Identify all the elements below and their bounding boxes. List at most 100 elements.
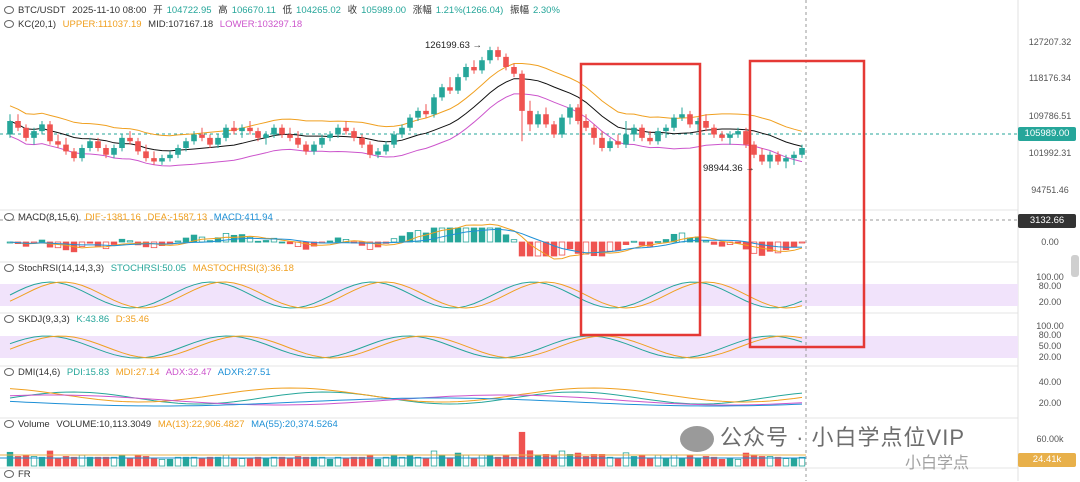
candle-body bbox=[535, 114, 541, 125]
crosshair-value-tag: 3132.66 bbox=[1018, 214, 1076, 228]
candle-body bbox=[423, 110, 429, 115]
eye-icon[interactable] bbox=[4, 420, 14, 428]
volume-bar bbox=[286, 458, 294, 467]
fr-label: FR bbox=[18, 469, 31, 480]
macd-bar bbox=[150, 241, 158, 249]
scroll-handle[interactable] bbox=[1071, 255, 1079, 277]
candle-body bbox=[199, 134, 205, 138]
price-header: BTC/USDT 2025-11-10 08:00 开 104722.95 高 10… bbox=[0, 4, 564, 18]
macd-bar bbox=[358, 241, 366, 246]
volume-bar bbox=[446, 457, 454, 467]
macd-bar bbox=[478, 227, 486, 243]
kc-lower: LOWER:103297.18 bbox=[219, 19, 303, 30]
volume-bar bbox=[126, 458, 134, 467]
low-annotation: 98944.36 → bbox=[703, 163, 755, 174]
eye-icon[interactable] bbox=[4, 20, 14, 28]
macd-bar bbox=[486, 227, 494, 243]
macd-bar bbox=[254, 240, 262, 243]
candle-body bbox=[15, 121, 21, 128]
macd-bar bbox=[734, 241, 742, 244]
dmi-name: DMI(14,6) bbox=[18, 367, 61, 378]
candle-body bbox=[663, 127, 669, 132]
volume-name: Volume bbox=[18, 419, 50, 430]
volume-bar bbox=[542, 454, 550, 467]
candle-body bbox=[583, 121, 589, 128]
eye-icon[interactable] bbox=[4, 264, 14, 272]
candle-body bbox=[415, 110, 421, 118]
volume-bar bbox=[494, 456, 502, 467]
candle-body bbox=[351, 131, 357, 138]
candle-body bbox=[39, 124, 45, 132]
volume-bar bbox=[110, 456, 118, 467]
macd-dea-line bbox=[9, 228, 803, 254]
volume-bar bbox=[270, 456, 278, 467]
macd-bar bbox=[78, 241, 86, 247]
macd-bar bbox=[614, 241, 622, 251]
candle-body bbox=[175, 148, 181, 155]
dmi-adxr-line bbox=[9, 397, 803, 407]
candle-body bbox=[487, 50, 493, 61]
candle-body bbox=[135, 141, 141, 152]
candle-body bbox=[327, 134, 333, 138]
candle-body bbox=[495, 50, 501, 57]
macd-bar bbox=[510, 239, 518, 243]
volume-bar bbox=[422, 458, 430, 467]
candle-body bbox=[399, 127, 405, 135]
volume-bar bbox=[654, 454, 662, 467]
macd-bar bbox=[782, 241, 790, 251]
candle-body bbox=[511, 67, 517, 74]
eye-icon[interactable] bbox=[4, 315, 14, 323]
dmi-adxr: ADXR:27.51 bbox=[217, 367, 271, 378]
macd-bar bbox=[430, 227, 438, 243]
volume-bar bbox=[278, 456, 286, 467]
macd-dif: DIF:-1381.16 bbox=[85, 212, 141, 223]
skdj-name: SKDJ(9,3,3) bbox=[18, 314, 70, 325]
candle-body bbox=[55, 141, 61, 145]
candle-body bbox=[751, 144, 757, 155]
skdj-tick: 20.00 bbox=[1038, 352, 1062, 362]
eye-icon[interactable] bbox=[4, 470, 14, 478]
macd-bar bbox=[278, 241, 286, 244]
macd-bar bbox=[110, 241, 118, 245]
candle-body bbox=[383, 144, 389, 152]
macd-bar bbox=[526, 241, 534, 257]
eye-icon[interactable] bbox=[4, 213, 14, 221]
volume-tick: 60.00k bbox=[1036, 434, 1064, 444]
candle-body bbox=[671, 117, 677, 128]
candle-body bbox=[567, 107, 573, 118]
eye-icon[interactable] bbox=[4, 368, 14, 376]
volume-bar bbox=[206, 456, 214, 467]
volume-bar bbox=[46, 450, 54, 467]
candle-body bbox=[279, 127, 285, 135]
dmi-tick: 40.00 bbox=[1038, 377, 1062, 387]
volume-ma-tag: 24.41k bbox=[1018, 453, 1076, 467]
candle-body bbox=[295, 137, 301, 145]
macd-bar bbox=[326, 240, 334, 243]
kc-name: KC(20,1) bbox=[18, 19, 57, 30]
open-value: 104722.95 bbox=[166, 5, 212, 16]
macd-dif-line bbox=[9, 223, 803, 260]
eye-icon[interactable] bbox=[4, 6, 14, 14]
candle-body bbox=[247, 127, 253, 132]
highlight-box bbox=[748, 59, 866, 349]
skdj-tick: 100.00 bbox=[1036, 321, 1064, 331]
volume-header: Volume VOLUME:10,113.3049 MA(13):22,906.… bbox=[0, 418, 342, 432]
macd-bar bbox=[566, 241, 574, 250]
macd-bar bbox=[366, 241, 374, 250]
kc-lower-line bbox=[9, 93, 803, 167]
skdj-band bbox=[0, 336, 1018, 358]
candle-body bbox=[767, 154, 773, 162]
candle-body bbox=[103, 148, 109, 155]
volume-bar bbox=[726, 458, 734, 467]
macd-name: MACD(8,15,6) bbox=[18, 212, 79, 223]
candle-body bbox=[71, 151, 77, 159]
candle-body bbox=[623, 134, 629, 145]
volume-bar bbox=[134, 454, 142, 467]
volume-ma13: MA(13):22,906.4827 bbox=[157, 419, 245, 430]
volume-bar bbox=[502, 454, 510, 467]
candle-body bbox=[575, 107, 581, 121]
macd-bar bbox=[286, 241, 294, 245]
dmi-pdi: PDI:15.83 bbox=[66, 367, 110, 378]
candle-body bbox=[359, 137, 365, 145]
